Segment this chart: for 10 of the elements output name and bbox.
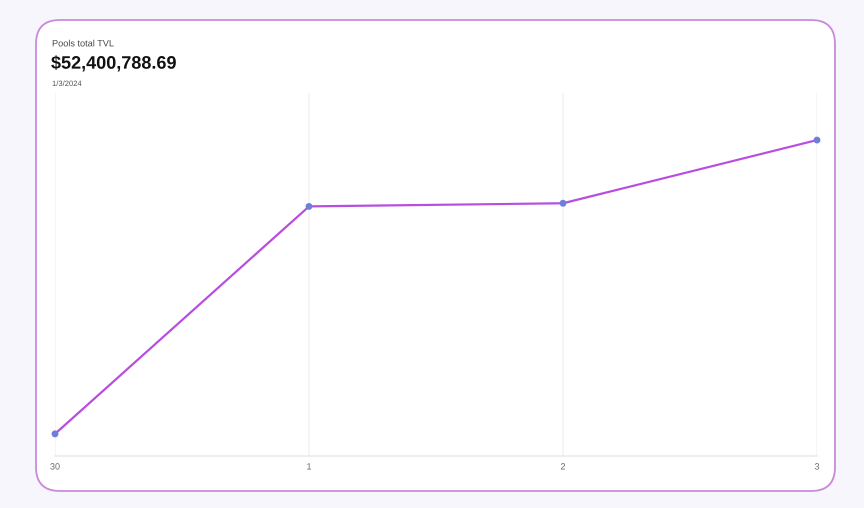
x-tick-label: 30 (50, 463, 60, 470)
point (814, 136, 820, 144)
point (306, 202, 312, 210)
x-tick-label: 3 (814, 463, 820, 470)
x-tick-label: 1 (307, 463, 312, 470)
point (52, 430, 58, 438)
x-tick-label: 2 (560, 463, 566, 470)
chart-title: Pools total TVL (52, 40, 114, 46)
point (560, 200, 566, 207)
chart-subtitle: $52,400,788.69 (51, 55, 176, 72)
